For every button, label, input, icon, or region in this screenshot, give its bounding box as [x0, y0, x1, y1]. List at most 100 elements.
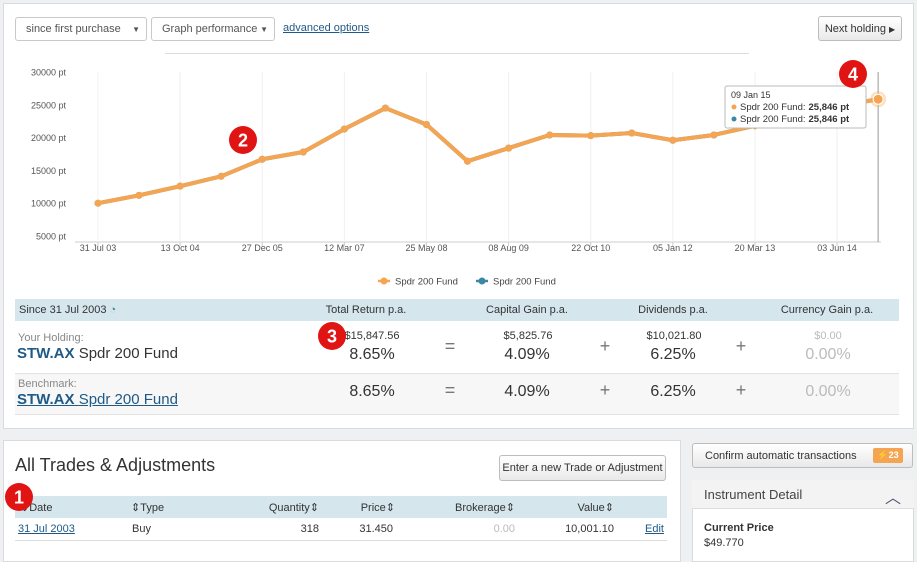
row-line [15, 540, 667, 541]
col-header[interactable]: Brokerage⇕ [455, 501, 515, 514]
col-text: Price [360, 502, 386, 514]
data-point [176, 182, 184, 190]
price-label: Current Price [704, 522, 774, 534]
y-tick-label: 5000 pt [36, 232, 67, 242]
data-point [505, 144, 513, 152]
divider [165, 53, 749, 54]
next-button[interactable]: Next holding ▶ [818, 16, 902, 41]
name: Spdr 200 Fund [78, 345, 178, 362]
trade-date[interactable]: 31 Jul 2003 [18, 523, 75, 535]
operator: + [735, 336, 747, 356]
data-point [546, 131, 554, 139]
percent: 0.00% [805, 346, 851, 363]
y-tick-label: 25000 pt [31, 100, 67, 110]
percent: 8.65% [349, 383, 395, 400]
mode-text: Graph performance [162, 23, 258, 35]
advanced-link[interactable]: advanced options [283, 22, 370, 34]
badge-count: 23 [888, 450, 899, 460]
percent: 6.25% [650, 383, 696, 400]
operator: = [444, 380, 456, 400]
legend-swatch [380, 277, 388, 285]
sort-icon: ⇕ [309, 502, 319, 514]
new-trade-button[interactable]: Enter a new Trade or Adjustment [499, 455, 666, 481]
data-point [628, 129, 636, 137]
trades-title: All Trades & Adjustments [15, 455, 216, 475]
trade-price: 31.450 [359, 523, 393, 535]
data-point [340, 125, 348, 133]
data-point [135, 191, 143, 199]
period-text: since first purchase [26, 23, 121, 35]
hover-point [872, 93, 884, 105]
edit-link[interactable]: Edit [645, 523, 664, 535]
trade-brokerage: 0.00 [493, 523, 515, 535]
col-header[interactable]: Quantity⇕ [269, 501, 319, 514]
data-point [464, 157, 472, 165]
trade-value: 10,001.10 [565, 523, 614, 535]
code: STW.AX [17, 345, 75, 362]
data-point [381, 104, 389, 112]
tooltip-swatch [731, 116, 737, 122]
header-text: Since 31 Jul 2003 [19, 304, 107, 316]
summary-header [15, 299, 899, 321]
col-header[interactable]: ⇕Type [131, 501, 164, 514]
operator: = [444, 336, 456, 356]
marker [5, 483, 33, 511]
row-label: Benchmark: [18, 378, 77, 390]
tooltip-line: Spdr 200 Fund: 25,846 pt [740, 114, 850, 125]
tooltip-value: 25,846 pt [809, 102, 850, 113]
amount: $5,825.76 [503, 330, 553, 342]
data-point [710, 131, 718, 139]
data-point [94, 199, 102, 207]
holding-name: STW.AX Spdr 200 Fund [17, 345, 178, 362]
tooltip-value: 25,846 pt [809, 114, 850, 125]
code: STW.AX [17, 391, 75, 408]
caret: ▼ [132, 25, 140, 34]
amount: $15,847.56 [344, 330, 400, 342]
y-tick-label: 15000 pt [31, 166, 67, 176]
percent: 0.00% [805, 383, 851, 400]
col-header[interactable]: Price⇕ [361, 501, 395, 514]
benchmark-row [15, 373, 899, 415]
x-tick-label: 31 Jul 03 [80, 243, 117, 253]
data-point [422, 120, 430, 128]
tooltip-box [724, 85, 867, 129]
trades-header [15, 496, 667, 518]
detail-header[interactable] [692, 480, 914, 509]
header-text: Currency Gain p.a. [780, 304, 874, 316]
legend-label: Spdr 200 Fund [395, 277, 458, 288]
x-tick-label: 03 Jun 14 [817, 243, 857, 253]
y-tick-label: 30000 pt [31, 68, 67, 78]
arrow: ▶ [889, 25, 896, 34]
trade-quantity: 318 [300, 523, 319, 535]
x-tick-label: 13 Oct 04 [161, 243, 200, 253]
x-tick-label: 22 Oct 10 [571, 243, 610, 253]
sort-icon: ⇕ [505, 502, 515, 514]
row-label: Your Holding: [18, 332, 84, 344]
col-text: Date [29, 502, 53, 514]
col-header[interactable]: Value⇕ [577, 501, 614, 514]
period-select[interactable]: since first purchase ▼ [15, 17, 147, 41]
operator: + [735, 380, 747, 400]
col-text: Type [140, 502, 165, 514]
header-period: Since 31 Jul 2003 ◔ [19, 304, 116, 316]
percent: 4.09% [504, 346, 550, 363]
data-point [258, 155, 266, 163]
data-point [217, 172, 225, 180]
x-tick-label: 20 Mar 13 [735, 243, 776, 253]
x-tick-label: 08 Aug 09 [488, 243, 529, 253]
y-tick-label: 20000 pt [31, 133, 67, 143]
amount: $0.00 [814, 330, 842, 342]
benchmark-name[interactable]: STW.AX Spdr 200 Fund [17, 391, 178, 408]
confirm-text: Confirm automatic transactions [705, 450, 857, 462]
legend-swatch [478, 277, 486, 285]
operator: + [599, 336, 611, 356]
col-text: Value [577, 502, 605, 514]
data-point [299, 148, 307, 156]
tooltip-name: Spdr 200 Fund: [740, 102, 806, 113]
mode-select[interactable]: Graph performance ▼ [151, 17, 275, 41]
sort-icon: ⇕ [604, 502, 614, 514]
operator: + [599, 380, 611, 400]
legend-label: Spdr 200 Fund [493, 277, 556, 288]
x-tick-label: 25 May 08 [405, 243, 447, 253]
